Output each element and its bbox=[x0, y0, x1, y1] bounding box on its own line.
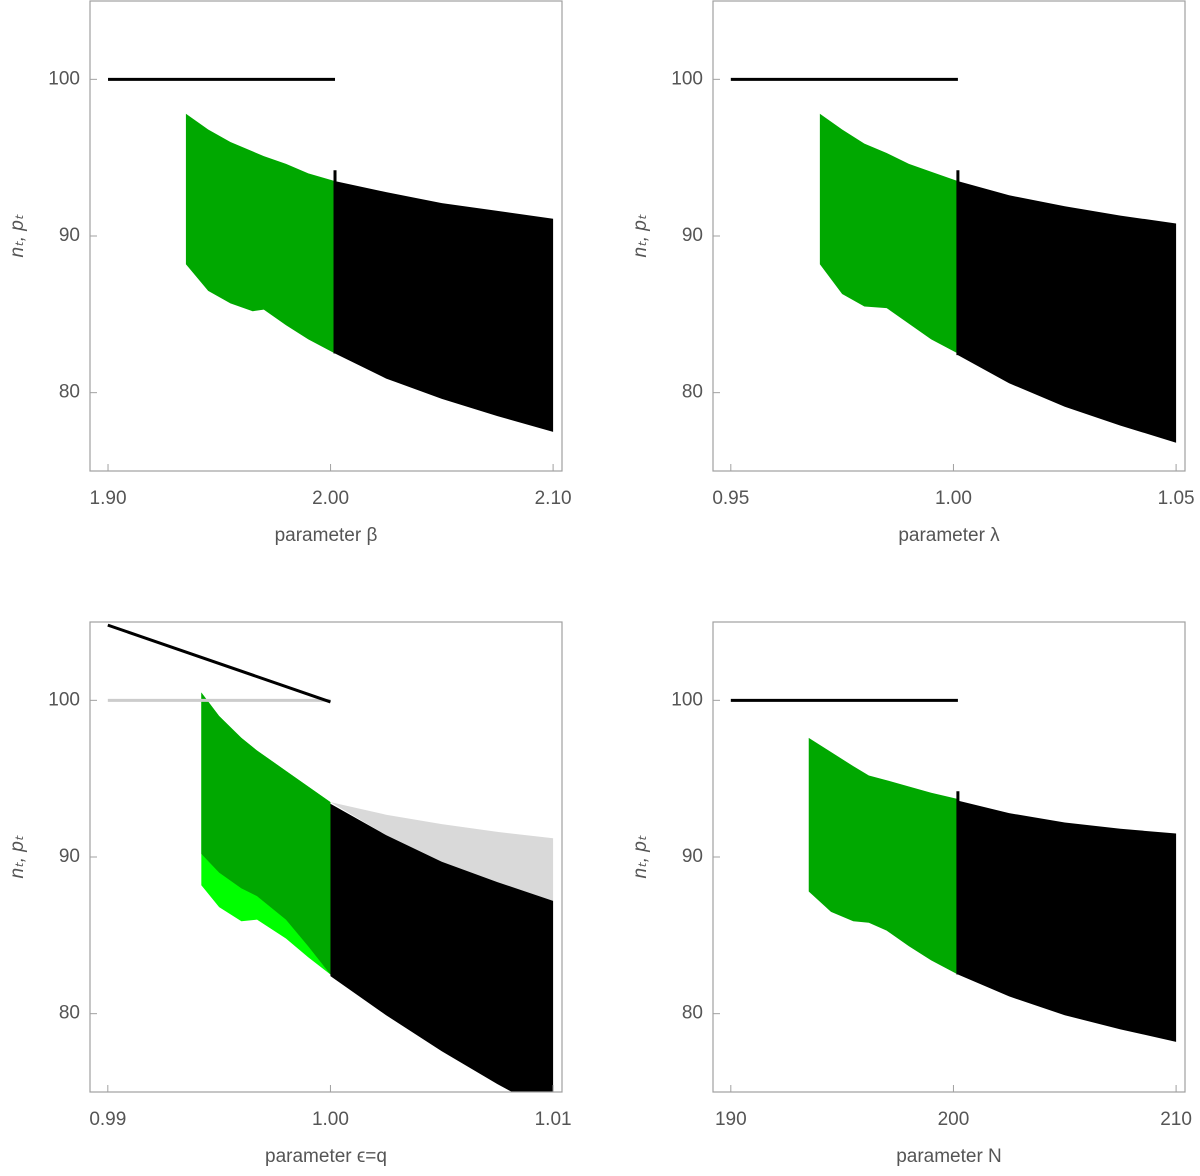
plot-area bbox=[730, 698, 1177, 1042]
y-tick-label: 90 bbox=[59, 846, 80, 867]
x-tick-label: 190 bbox=[715, 1109, 747, 1130]
panel: 190 200 210 80 90 100 parameter N nₜ, pₜ bbox=[630, 621, 1192, 1167]
x-tick-label: 200 bbox=[938, 1109, 970, 1130]
band bbox=[185, 113, 336, 354]
band bbox=[335, 181, 554, 432]
plot-area bbox=[730, 77, 1177, 443]
x-tick-label: 0.99 bbox=[89, 1109, 126, 1130]
y-tick-label: 100 bbox=[48, 689, 80, 710]
x-tick-label: 1.00 bbox=[312, 1109, 349, 1130]
x-tick-label: 0.95 bbox=[712, 488, 749, 509]
y-tick-label: 80 bbox=[59, 1003, 80, 1024]
x-tick-label: 1.05 bbox=[1158, 488, 1195, 509]
plot-area bbox=[108, 77, 554, 432]
band bbox=[957, 800, 1177, 1042]
plot-area bbox=[107, 623, 554, 1092]
panel: 1.90 2.00 2.10 80 90 100 parameter β nₜ, pₜ bbox=[7, 0, 572, 546]
y-tick-label: 100 bbox=[671, 68, 703, 89]
y-tick-label: 80 bbox=[682, 382, 703, 403]
x-axis-label: parameter ϵ=q bbox=[265, 1146, 387, 1167]
x-axis-label: parameter λ bbox=[898, 525, 1000, 546]
band bbox=[957, 181, 1177, 443]
y-tick-label: 100 bbox=[671, 689, 703, 710]
band bbox=[330, 803, 554, 1092]
x-tick-label: 1.01 bbox=[535, 1109, 572, 1130]
x-tick-label: 1.00 bbox=[935, 488, 972, 509]
x-tick-label: 2.10 bbox=[535, 488, 572, 509]
y-tick-label: 80 bbox=[682, 1003, 703, 1024]
y-axis-label: nₜ, pₜ bbox=[7, 214, 28, 257]
y-tick-label: 100 bbox=[48, 68, 80, 89]
panel: 0.99 1.00 1.01 80 90 100 parameter ϵ=q nₜ, pₜ bbox=[7, 621, 572, 1167]
y-axis-label: nₜ, pₜ bbox=[630, 835, 651, 878]
x-axis-label: parameter N bbox=[896, 1146, 1002, 1167]
line bbox=[107, 623, 331, 704]
band bbox=[330, 802, 554, 901]
y-axis-label: nₜ, pₜ bbox=[7, 835, 28, 878]
y-tick-label: 90 bbox=[682, 846, 703, 867]
band bbox=[808, 737, 958, 975]
y-tick-label: 90 bbox=[59, 225, 80, 246]
panel: 0.95 1.00 1.05 80 90 100 parameter λ nₜ, pₜ bbox=[630, 0, 1195, 546]
y-axis-label: nₜ, pₜ bbox=[630, 214, 651, 257]
y-tick-label: 80 bbox=[59, 382, 80, 403]
y-tick-label: 90 bbox=[682, 225, 703, 246]
x-tick-label: 2.00 bbox=[312, 488, 349, 509]
band bbox=[201, 692, 331, 975]
x-tick-label: 210 bbox=[1160, 1109, 1192, 1130]
band bbox=[819, 113, 958, 354]
x-axis-label: parameter β bbox=[275, 525, 378, 546]
x-tick-label: 1.90 bbox=[90, 488, 127, 509]
